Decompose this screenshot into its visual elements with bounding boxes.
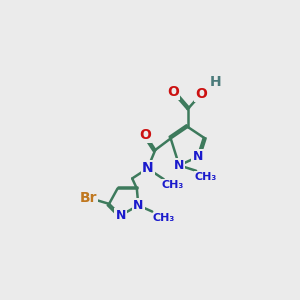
Text: CH₃: CH₃ bbox=[195, 172, 217, 182]
Text: H: H bbox=[209, 75, 221, 89]
Text: O: O bbox=[139, 128, 151, 142]
Text: Br: Br bbox=[80, 191, 97, 205]
Text: CH₃: CH₃ bbox=[162, 180, 184, 190]
Text: CH₃: CH₃ bbox=[153, 214, 175, 224]
Text: N: N bbox=[133, 199, 143, 212]
Text: N: N bbox=[142, 161, 153, 176]
Text: N: N bbox=[174, 159, 184, 172]
Text: O: O bbox=[167, 85, 179, 99]
Text: O: O bbox=[196, 87, 207, 101]
Text: N: N bbox=[116, 209, 126, 222]
Text: N: N bbox=[193, 150, 203, 164]
